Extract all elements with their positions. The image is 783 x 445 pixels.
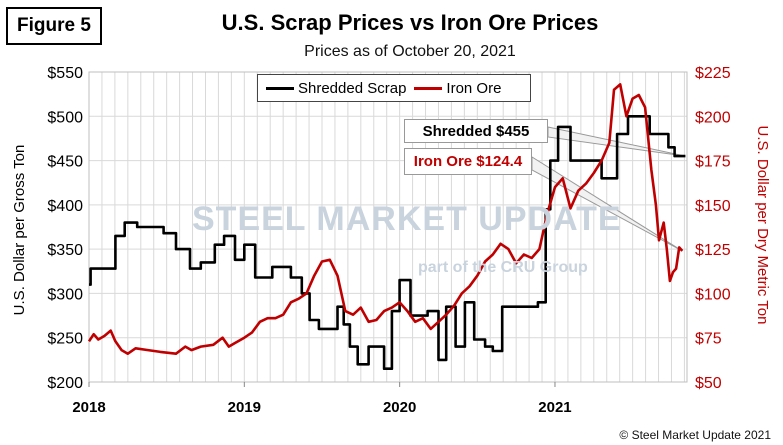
series-layer [87,83,686,370]
legend-entry-scrap: Shredded Scrap [266,80,406,97]
y-axis-label-left: U.S. Dollar per Gross Ton [11,145,28,316]
plot-area-frame [88,71,688,383]
legend-swatch-scrap [266,86,294,90]
series-line-iron-ore [87,83,684,355]
vertical-gridlines [88,72,685,382]
y-tick-label-right: $100 [695,286,731,303]
y-tick-label-left: $300 [47,286,83,303]
legend-label-iron-ore: Iron Ore [446,79,502,97]
y-tick-label-right: $200 [695,109,731,126]
x-tick-label: 2021 [538,399,571,416]
plot-border [88,71,688,383]
left-axis-ticks: $200 $250 $300 $350 $400 $450 $500 $550 [47,65,83,392]
legend-entry-iron-ore: Iron Ore [414,80,501,97]
y-tick-label-right: $175 [695,154,731,171]
x-tick-label: 2018 [72,399,105,416]
right-axis-ticks: $50 $75 $100 $125 $150 $175 $200 $225 [695,65,731,392]
y-tick-label-right: $75 [695,331,722,348]
y-axis-label-right: U.S. Dollar per Dry Metric Ton [754,126,771,325]
y-tick-label-right: $125 [695,242,731,259]
y-tick-label-left: $500 [47,109,83,126]
y-tick-label-left: $550 [47,65,83,82]
x-tick-label: 2019 [228,399,261,416]
y-tick-label-left: $200 [47,375,83,392]
callout-scrap-last-value: Shredded $455 [404,119,548,143]
y-tick-label-left: $250 [47,331,83,348]
series-line-shredded-scrap [89,115,686,370]
watermark-brand: STEEL MARKET UPDATE [192,200,622,238]
y-tick-label-right: $225 [695,65,731,82]
y-tick-label-right: $50 [695,375,722,392]
y-tick-label-right: $150 [695,198,731,215]
legend-swatch-iron-ore [414,86,443,90]
x-tick-label: 2020 [383,399,416,416]
legend: Shredded Scrap Iron Ore [257,74,531,102]
leader-iron-ore [531,156,683,252]
y-tick-label-left: $400 [47,198,83,215]
callout-iron-ore-last-value: Iron Ore $124.4 [404,148,532,175]
copyright: © Steel Market Update 2021 [619,428,771,442]
chart-title: U.S. Scrap Prices vs Iron Ore Prices [221,10,599,35]
x-axis-ticks: 2018 2019 2020 2021 [72,382,572,416]
y-tick-label-left: $350 [47,242,83,259]
legend-label-scrap: Shredded Scrap [298,79,407,97]
chart-subtitle: Prices as of October 20, 2021 [304,43,516,60]
figure-label: Figure 5 [6,7,102,45]
y-tick-label-left: $450 [47,154,83,171]
watermark-tagline: part of the CRU Group [418,259,588,276]
